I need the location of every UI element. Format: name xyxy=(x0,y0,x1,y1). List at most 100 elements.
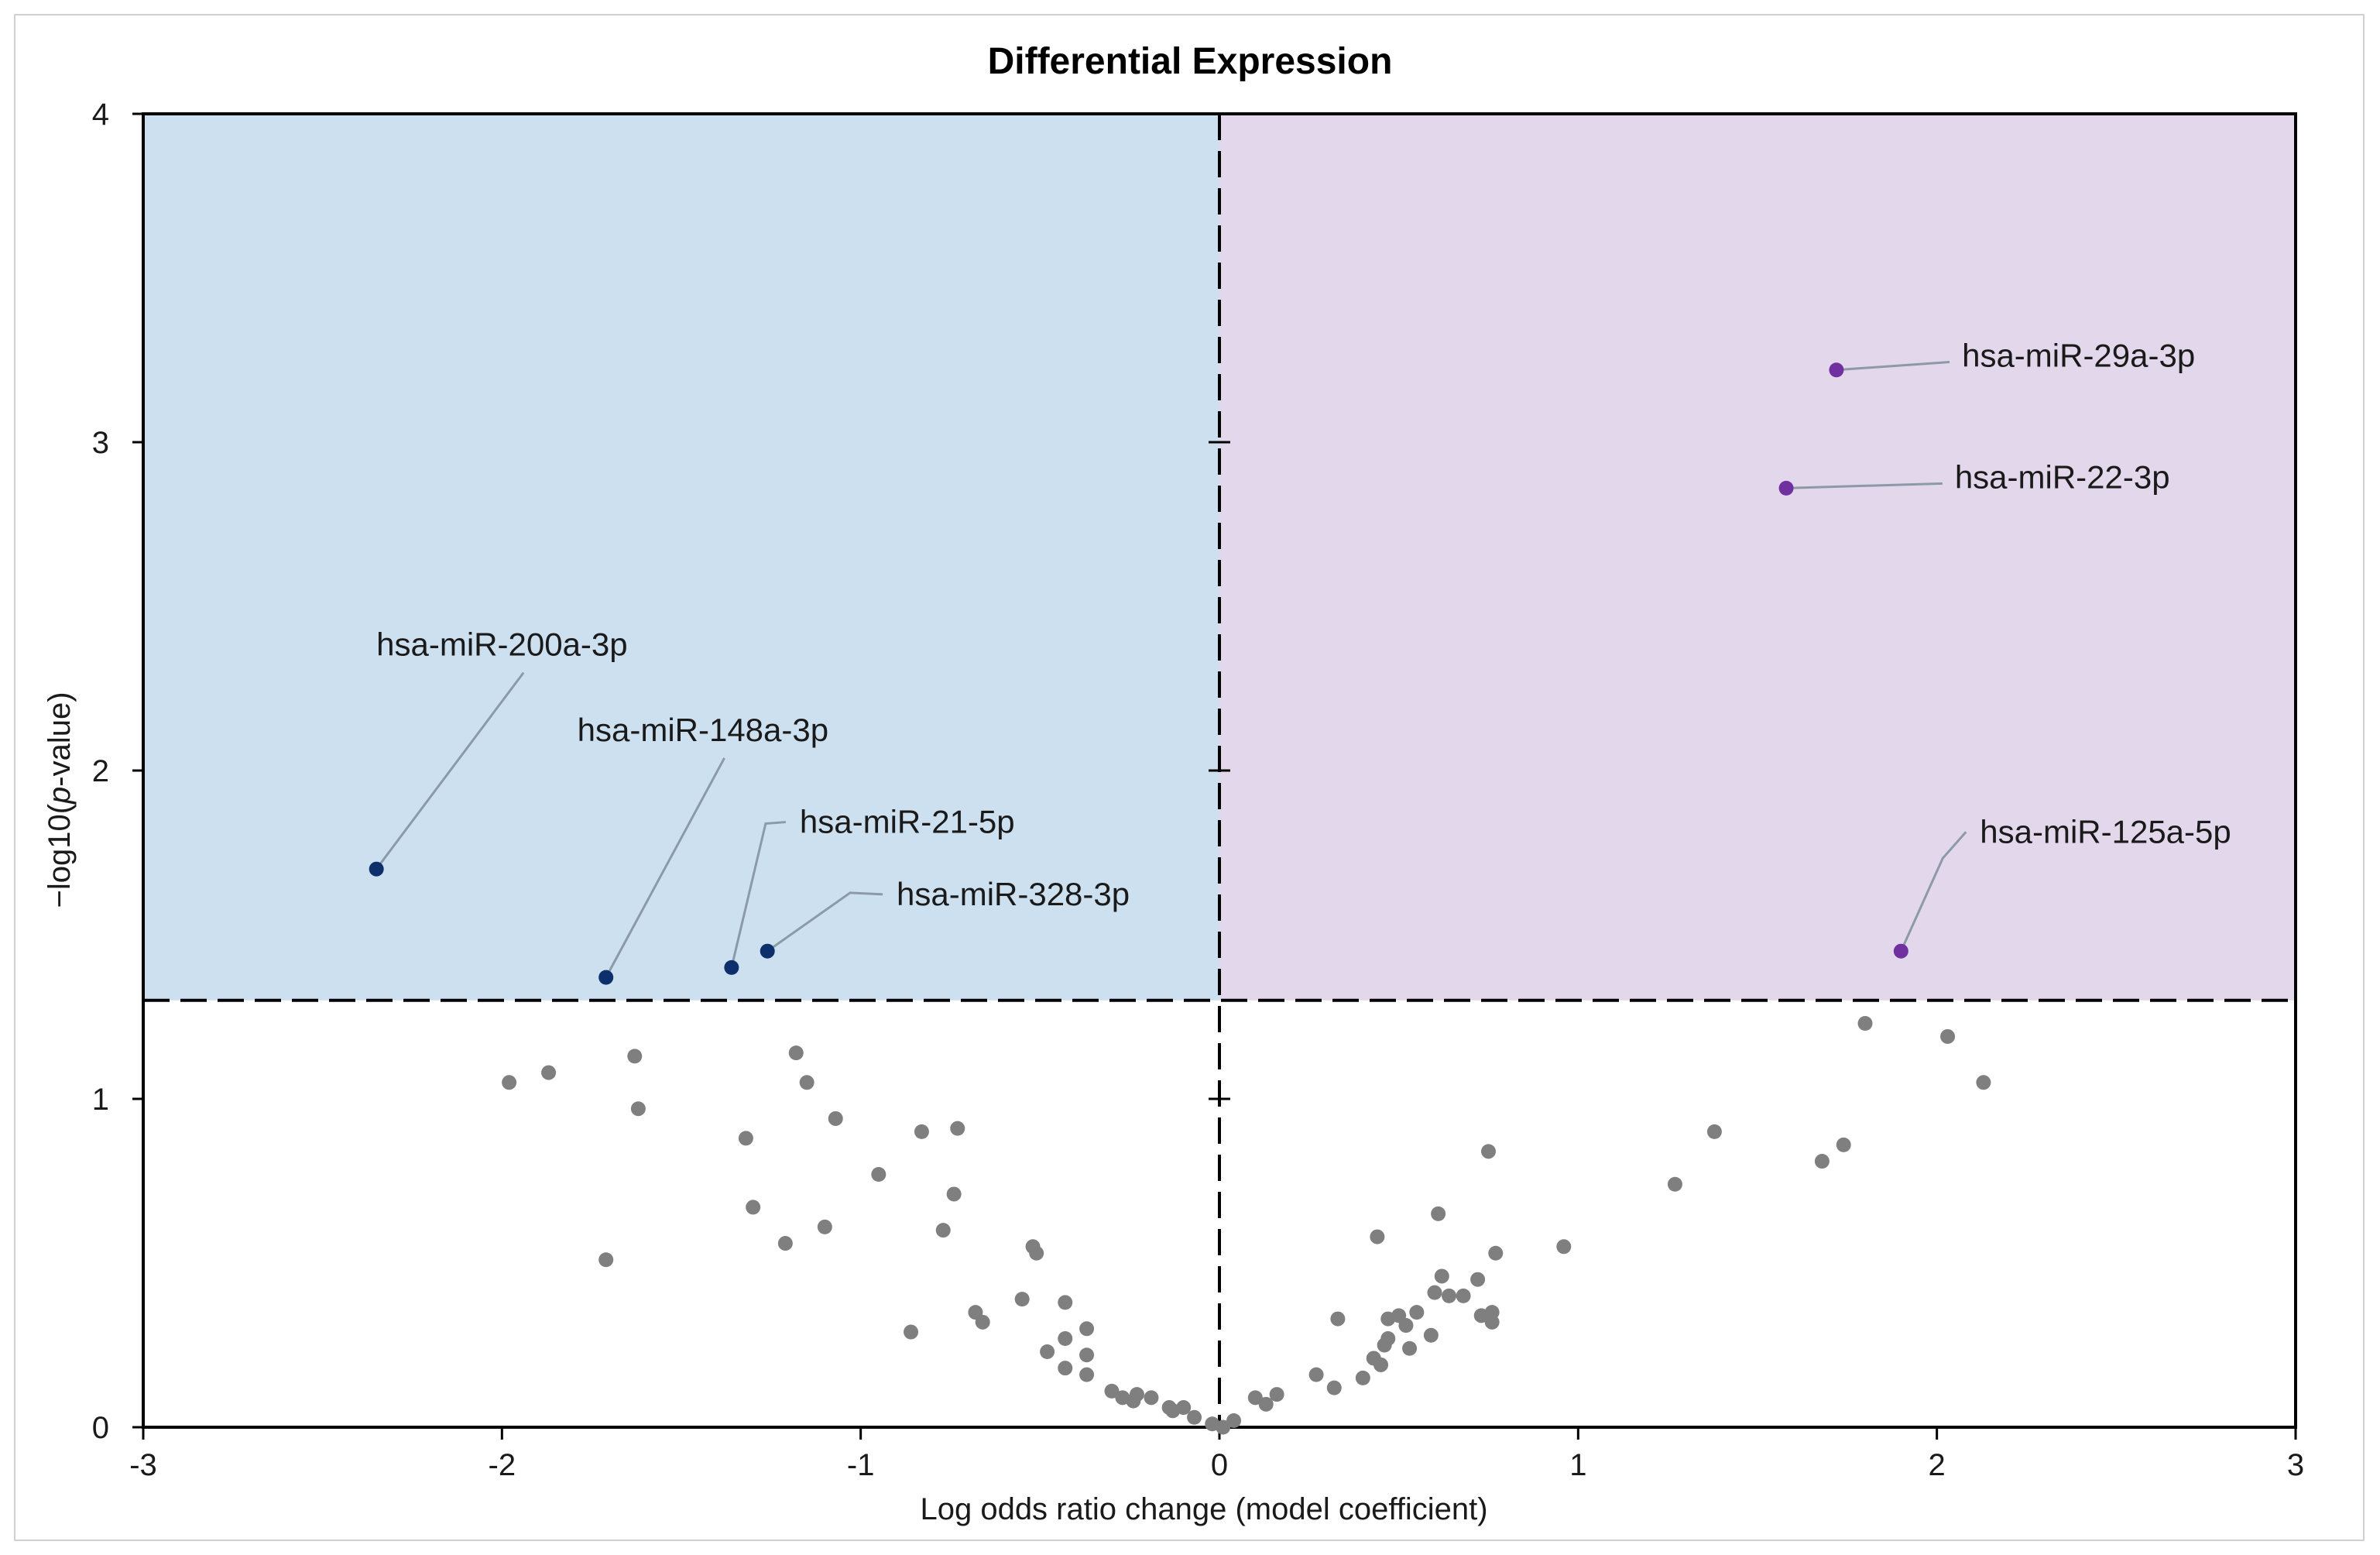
leader-line xyxy=(605,757,725,978)
nonsignificant-point xyxy=(1667,1176,1682,1192)
y-axis-label-suffix: -value) xyxy=(43,692,77,786)
nonsignificant-point xyxy=(738,1131,753,1146)
chart-title: Differential Expression xyxy=(988,41,1393,82)
nonsignificant-point xyxy=(1556,1239,1572,1255)
nonsignificant-point xyxy=(1442,1288,1457,1303)
nonsignificant-point xyxy=(1836,1137,1851,1152)
significant-point-up xyxy=(1893,943,1908,959)
significant-point-up xyxy=(1829,362,1844,378)
nonsignificant-point xyxy=(1373,1357,1388,1372)
nonsignificant-point xyxy=(1330,1311,1346,1327)
significant-point-down xyxy=(724,959,739,975)
nonsignificant-point xyxy=(746,1200,761,1215)
leader-line xyxy=(766,891,883,953)
nonsignificant-point xyxy=(1431,1206,1446,1221)
nonsignificant-point xyxy=(777,1236,793,1251)
nonsignificant-point xyxy=(627,1049,643,1064)
annotation-labels-layer: hsa-miR-200a-3p hsa-miR-148a-3p hsa-miR-21… xyxy=(376,337,2231,911)
nonsignificant-point xyxy=(1079,1321,1095,1337)
nonsignificant-point xyxy=(1079,1347,1095,1363)
y-tick-label: 4 xyxy=(92,98,109,132)
nonsignificant-point xyxy=(1079,1367,1095,1382)
nonsignificant-point xyxy=(1976,1075,1991,1090)
nonsignificant-point xyxy=(1129,1387,1144,1402)
leader-line xyxy=(730,821,787,968)
x-tick-label: -1 xyxy=(847,1448,875,1482)
nonsignificant-point xyxy=(1370,1229,1385,1244)
nonsignificant-point xyxy=(1040,1344,1055,1359)
nonsignificant-point xyxy=(1104,1383,1120,1399)
leader-line xyxy=(1899,831,1967,952)
nonsignificant-point xyxy=(975,1314,990,1330)
nonsignificant-point xyxy=(1940,1028,1956,1044)
annotation-label: hsa-miR-328-3p xyxy=(897,876,1130,912)
nonsignificant-point xyxy=(1857,1015,1873,1031)
significant-point-down xyxy=(598,970,614,985)
x-tick-label: -2 xyxy=(489,1448,516,1482)
significant-point-up xyxy=(1778,480,1794,496)
nonsignificant-point xyxy=(1488,1245,1504,1261)
nonsignificant-point xyxy=(935,1223,951,1238)
nonsignificant-point xyxy=(502,1075,517,1090)
region-downregulated xyxy=(143,114,1219,1001)
leader-line xyxy=(375,671,525,870)
x-tick-label: 0 xyxy=(1211,1448,1228,1482)
y-tick-label: 2 xyxy=(92,754,109,788)
y-axis-label: −log10(p-value) xyxy=(43,692,77,908)
nonsignificant-point xyxy=(1058,1295,1073,1310)
nonsignificant-point xyxy=(630,1101,646,1117)
ticks-layer: -3 -2 -1 0 1 2 3 0 1 2 3 4 xyxy=(92,98,2304,1482)
y-axis-label-prefix: −log10( xyxy=(43,803,77,908)
nonsignificant-point xyxy=(817,1219,832,1234)
annotation-label: hsa-miR-22-3p xyxy=(1955,458,2170,495)
x-tick-label: -3 xyxy=(129,1448,157,1482)
nonsignificant-point xyxy=(1326,1380,1342,1395)
y-tick-label: 0 xyxy=(92,1411,109,1445)
annotation-label: hsa-miR-125a-5p xyxy=(1980,813,2231,850)
nonsignificant-point xyxy=(950,1121,965,1136)
nonsignificant-point xyxy=(946,1186,962,1202)
nonsignificant-point xyxy=(1484,1314,1500,1330)
significant-point-down xyxy=(369,861,384,877)
y-tick-label: 3 xyxy=(92,426,109,460)
annotation-label: hsa-miR-148a-3p xyxy=(578,712,828,748)
nonsignificant-point xyxy=(1144,1390,1159,1406)
points-layer xyxy=(369,362,1991,1435)
annotation-label: hsa-miR-200a-3p xyxy=(376,626,627,663)
annotation-label: hsa-miR-21-5p xyxy=(800,804,1015,840)
nonsignificant-point xyxy=(1355,1370,1370,1385)
nonsignificant-point xyxy=(1258,1396,1274,1412)
nonsignificant-point xyxy=(788,1045,804,1061)
annotation-label: hsa-miR-29a-3p xyxy=(1962,337,2195,373)
nonsignificant-point xyxy=(1014,1292,1030,1307)
nonsignificant-point xyxy=(1226,1413,1242,1429)
nonsignificant-point xyxy=(1187,1409,1202,1425)
significant-point-down xyxy=(760,943,775,959)
x-axis-label: Log odds ratio change (model coefficient… xyxy=(920,1492,1487,1526)
nonsignificant-point xyxy=(1423,1327,1439,1343)
leader-line xyxy=(1786,482,1943,489)
nonsignificant-point xyxy=(1176,1400,1192,1416)
nonsignificant-point xyxy=(1216,1419,1231,1435)
nonsignificant-point xyxy=(598,1252,614,1268)
nonsignificant-point xyxy=(1481,1144,1496,1159)
x-tick-label: 3 xyxy=(2287,1448,2304,1482)
nonsignificant-point xyxy=(541,1065,557,1080)
nonsignificant-point xyxy=(1427,1285,1442,1300)
leader-line xyxy=(1836,360,1950,372)
nonsignificant-point xyxy=(904,1324,919,1340)
nonsignificant-point xyxy=(799,1075,814,1090)
nonsignificant-point xyxy=(1814,1154,1830,1169)
nonsignificant-point xyxy=(1029,1245,1044,1261)
leader-lines-layer xyxy=(375,360,1967,978)
nonsignificant-point xyxy=(828,1110,843,1126)
x-tick-label: 1 xyxy=(1569,1448,1586,1482)
nonsignificant-point xyxy=(1058,1361,1073,1376)
nonsignificant-point xyxy=(1409,1305,1425,1320)
nonsignificant-point xyxy=(1398,1318,1414,1334)
nonsignificant-point xyxy=(1058,1331,1073,1347)
nonsignificant-point xyxy=(1456,1288,1471,1303)
region-upregulated xyxy=(1219,114,2296,1001)
nonsignificant-point xyxy=(1434,1268,1449,1284)
y-axis-label-italic: p xyxy=(43,787,77,805)
